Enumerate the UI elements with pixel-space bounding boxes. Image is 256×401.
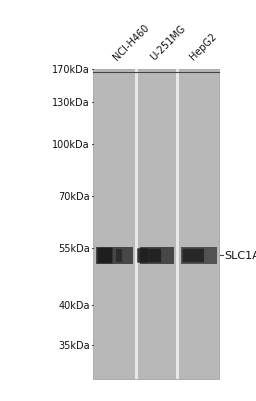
FancyBboxPatch shape (148, 249, 161, 263)
Text: NCI-H460: NCI-H460 (111, 22, 151, 62)
Text: 35kDa: 35kDa (58, 340, 90, 350)
Text: SLC1A5: SLC1A5 (224, 251, 256, 261)
Bar (176, 70, 179, 379)
Text: U-251MG: U-251MG (148, 23, 187, 62)
Bar (140, 248, 174, 264)
Bar (181, 248, 217, 264)
FancyBboxPatch shape (183, 249, 204, 263)
FancyBboxPatch shape (97, 248, 112, 264)
Text: 40kDa: 40kDa (58, 300, 90, 310)
Text: 170kDa: 170kDa (52, 65, 90, 75)
Text: 55kDa: 55kDa (58, 244, 90, 253)
FancyBboxPatch shape (137, 249, 148, 263)
Text: HepG2: HepG2 (187, 32, 218, 62)
FancyBboxPatch shape (116, 249, 122, 262)
Text: 100kDa: 100kDa (52, 140, 90, 149)
Bar (135, 70, 138, 379)
Bar (96, 248, 133, 264)
Text: 130kDa: 130kDa (52, 97, 90, 107)
Bar (93, 70, 219, 379)
Text: 70kDa: 70kDa (58, 192, 90, 201)
